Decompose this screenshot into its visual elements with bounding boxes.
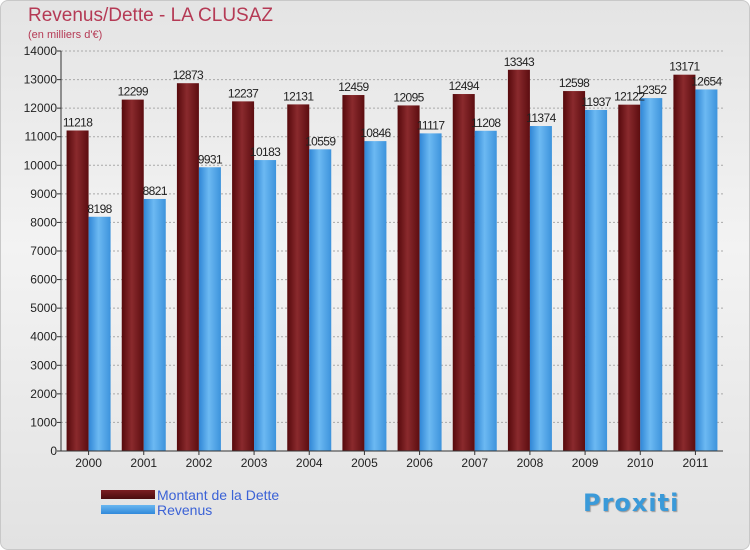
value-label-debt: 12299 (118, 85, 149, 99)
value-label-revenue: 11208 (471, 116, 501, 130)
value-label-debt: 12598 (559, 76, 590, 90)
y-tick-label: 7000 (30, 244, 57, 258)
y-tick-label: 5000 (30, 301, 57, 315)
bar-revenue (198, 167, 221, 451)
bar-debt (563, 91, 586, 452)
bar-debt (507, 69, 530, 452)
chart-subtitle: (en milliers d'€) (28, 29, 103, 41)
value-label-debt: 12122 (614, 90, 645, 104)
x-tick-label: 2010 (627, 456, 654, 470)
legend-swatch-debt (101, 490, 155, 499)
y-tick-label: 4000 (30, 330, 57, 344)
value-label-debt: 12237 (228, 86, 259, 100)
value-label-revenue: 12352 (636, 83, 667, 97)
y-tick-label: 1000 (30, 415, 57, 429)
y-tick-label: 14000 (24, 44, 58, 58)
x-tick-label: 2009 (572, 456, 599, 470)
bar-revenue (309, 149, 332, 452)
value-label-revenue: 11117 (417, 118, 446, 132)
bar-debt (121, 99, 144, 451)
value-label-revenue: 10846 (360, 126, 391, 140)
x-tick-label: 2004 (296, 456, 323, 470)
value-label-debt: 11218 (63, 115, 93, 129)
x-tick-label: 2000 (75, 456, 102, 470)
bars (66, 69, 718, 452)
bar-revenue (695, 89, 718, 451)
y-tick-label: 2000 (30, 387, 57, 401)
value-label-revenue: 9931 (198, 152, 223, 166)
value-label-debt: 12095 (393, 90, 424, 104)
y-tick-labels: 0 1000 2000 3000 4000 5000 6000 7000 8000 9000 100… (24, 44, 58, 458)
bar-revenue (474, 130, 497, 451)
x-tick-label: 2005 (351, 456, 378, 470)
value-label-revenue: 10183 (250, 145, 281, 159)
y-tick-label: 12000 (24, 101, 58, 115)
bar-debt (673, 74, 696, 451)
bar-debt (618, 104, 641, 452)
value-label-revenue: 11374 (526, 111, 556, 125)
bar-revenue (419, 133, 442, 451)
x-tick-label: 2007 (461, 456, 488, 470)
bar-debt (452, 94, 475, 452)
chart-title: Revenus/Dette - LA CLUSAZ (28, 5, 273, 26)
y-tick-label: 6000 (30, 273, 57, 287)
bar-revenue (640, 98, 663, 451)
value-label-revenue: 8198 (87, 202, 112, 216)
value-label-revenue: 12654 (691, 74, 722, 88)
proxiti-logo: Proxiti (583, 489, 680, 517)
bar-debt (397, 105, 420, 451)
legend-item-debt: Montant de la Dette (101, 486, 280, 503)
bar-debt (232, 101, 255, 451)
y-tick-label: 3000 (30, 358, 57, 372)
legend-item-revenue: Revenus (101, 501, 279, 518)
x-tick-label: 2008 (517, 456, 544, 470)
value-label-debt: 12131 (283, 89, 314, 103)
y-tick-label: 11000 (25, 130, 58, 144)
value-label-revenue: 8821 (143, 184, 168, 198)
x-tick-labels: 2000 2001 2002 2003 2004 2005 2006 2007 2008 2009… (75, 451, 709, 470)
x-tick-label: 2006 (406, 456, 433, 470)
y-tick-label: 8000 (30, 215, 57, 229)
bar-revenue (143, 198, 166, 451)
y-tick-label: 9000 (30, 187, 57, 201)
bar-debt (176, 83, 199, 451)
value-label-revenue: 11937 (581, 95, 611, 109)
y-tick-label: 13000 (24, 73, 58, 87)
bar-revenue (254, 160, 277, 452)
value-label-revenue: 10559 (305, 134, 336, 148)
x-tick-label: 2003 (241, 456, 268, 470)
legend-swatch-revenue (101, 505, 155, 514)
x-tick-label: 2002 (186, 456, 213, 470)
legend-label-revenue: Revenus (157, 501, 213, 518)
value-label-debt: 12459 (338, 80, 369, 94)
y-tick-label: 10000 (24, 158, 58, 172)
value-label-debt: 13171 (669, 60, 700, 74)
bar-debt (287, 104, 310, 452)
x-tick-label: 2001 (130, 456, 157, 470)
grid-lines (57, 50, 723, 452)
bar-revenue (529, 126, 552, 452)
legend-label-debt: Montant de la Dette (157, 486, 280, 503)
bar-debt (66, 130, 89, 451)
x-tick-label: 2011 (683, 456, 709, 470)
value-label-debt: 13343 (504, 55, 535, 69)
bar-debt (342, 95, 365, 452)
value-label-debt: 12873 (173, 68, 204, 82)
bar-revenue (585, 109, 608, 451)
y-tick-label: 0 (50, 444, 57, 458)
value-label-debt: 12494 (449, 79, 480, 93)
bar-revenue (88, 216, 111, 451)
value-labels: 11218 8198 12299 8821 12873 9931 12237 10183 121… (63, 55, 723, 216)
legend: Montant de la Dette Revenus (101, 486, 280, 518)
bar-revenue (364, 141, 387, 451)
